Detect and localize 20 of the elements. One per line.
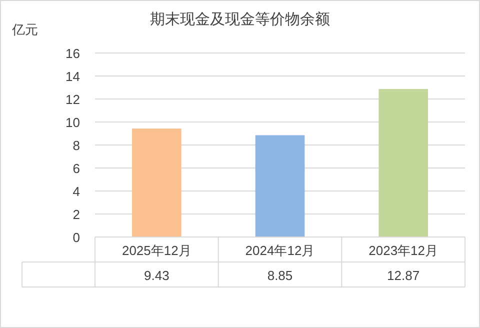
data-label: 8.85 <box>267 268 293 283</box>
y-tick-label: 4 <box>72 184 80 199</box>
y-tick-label: 12 <box>66 92 80 107</box>
y-tick-label: 16 <box>66 46 80 61</box>
chart-title: 期末现金及现金等价物余额 <box>150 11 330 28</box>
y-tick-label: 8 <box>72 138 80 153</box>
bar <box>132 128 182 237</box>
y-axis-title: 亿元 <box>11 22 38 37</box>
y-tick-label: 0 <box>72 230 80 245</box>
data-label: 9.43 <box>144 268 170 283</box>
bar <box>255 135 305 237</box>
bar <box>378 88 428 237</box>
x-tick-label: 2023年12月 <box>368 243 438 258</box>
y-tick-label: 14 <box>66 69 80 84</box>
data-label: 12.87 <box>387 268 420 283</box>
x-tick-label: 2024年12月 <box>245 243 315 258</box>
y-tick-label: 6 <box>72 161 80 176</box>
x-tick-label: 2025年12月 <box>122 243 192 258</box>
y-tick-label: 2 <box>72 207 80 222</box>
y-tick-label: 10 <box>66 115 80 130</box>
